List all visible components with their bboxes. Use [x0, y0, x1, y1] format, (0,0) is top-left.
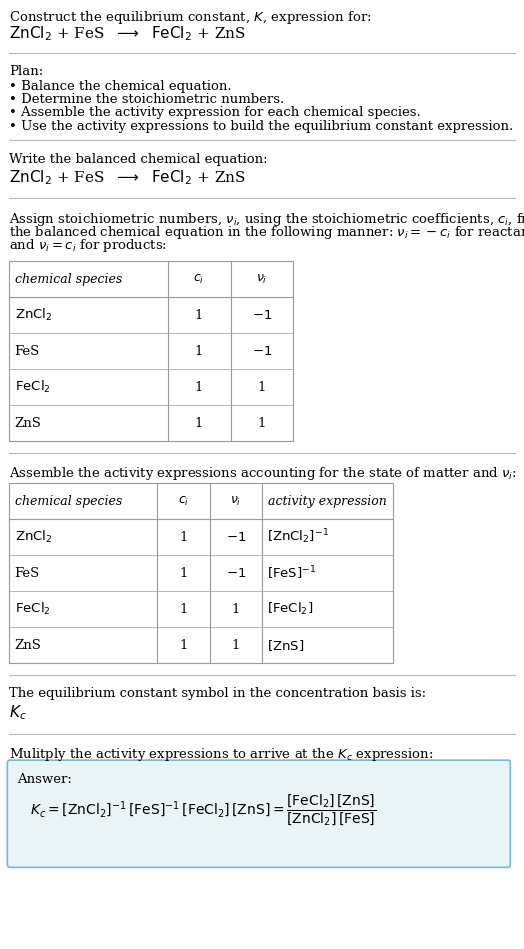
Bar: [9, 483, 393, 663]
Text: $-1$: $-1$: [226, 530, 246, 544]
Text: 1: 1: [258, 417, 266, 430]
Text: $\mathrm{ZnCl_2}$: $\mathrm{ZnCl_2}$: [15, 530, 52, 545]
Text: Construct the equilibrium constant, $K$, expression for:: Construct the equilibrium constant, $K$,…: [9, 9, 372, 27]
Text: $\mathrm{ZnCl_2}$ + FeS  $\longrightarrow$  $\mathrm{FeCl_2}$ + ZnS: $\mathrm{ZnCl_2}$ + FeS $\longrightarrow…: [9, 168, 246, 187]
Text: $-1$: $-1$: [226, 567, 246, 580]
Text: $-1$: $-1$: [252, 308, 272, 322]
Text: Write the balanced chemical equation:: Write the balanced chemical equation:: [9, 153, 268, 166]
Text: 1: 1: [195, 308, 203, 322]
Text: $-1$: $-1$: [252, 344, 272, 358]
Text: $\mathrm{ZnCl_2}$ + FeS  $\longrightarrow$  $\mathrm{FeCl_2}$ + ZnS: $\mathrm{ZnCl_2}$ + FeS $\longrightarrow…: [9, 25, 246, 44]
Text: • Determine the stoichiometric numbers.: • Determine the stoichiometric numbers.: [9, 93, 285, 106]
Text: ZnS: ZnS: [15, 639, 41, 652]
Text: 1: 1: [232, 639, 240, 652]
Text: 1: 1: [232, 603, 240, 616]
Text: $\mathrm{FeCl_2}$: $\mathrm{FeCl_2}$: [15, 380, 50, 395]
Bar: [9, 261, 293, 441]
Text: the balanced chemical equation in the following manner: $\nu_i = -c_i$ for react: the balanced chemical equation in the fo…: [9, 224, 524, 241]
FancyBboxPatch shape: [7, 760, 510, 867]
Text: and $\nu_i = c_i$ for products:: and $\nu_i = c_i$ for products:: [9, 237, 168, 254]
Text: chemical species: chemical species: [15, 272, 122, 286]
Text: The equilibrium constant symbol in the concentration basis is:: The equilibrium constant symbol in the c…: [9, 687, 427, 700]
Text: Assign stoichiometric numbers, $\nu_i$, using the stoichiometric coefficients, $: Assign stoichiometric numbers, $\nu_i$, …: [9, 211, 524, 228]
Text: chemical species: chemical species: [15, 494, 122, 508]
Text: $[\mathrm{FeS}]^{-1}$: $[\mathrm{FeS}]^{-1}$: [267, 565, 316, 582]
Text: $K_c$: $K_c$: [9, 703, 27, 722]
Text: $\mathrm{FeCl_2}$: $\mathrm{FeCl_2}$: [15, 602, 50, 617]
Text: Mulitply the activity expressions to arrive at the $K_c$ expression:: Mulitply the activity expressions to arr…: [9, 746, 434, 763]
Text: $c_i$: $c_i$: [178, 494, 189, 508]
Text: 1: 1: [195, 344, 203, 358]
Text: $\nu_i$: $\nu_i$: [256, 272, 268, 286]
Text: 1: 1: [179, 530, 188, 544]
Text: $\nu_i$: $\nu_i$: [230, 494, 242, 508]
Text: 1: 1: [179, 603, 188, 616]
Text: Assemble the activity expressions accounting for the state of matter and $\nu_i$: Assemble the activity expressions accoun…: [9, 465, 517, 482]
Text: • Use the activity expressions to build the equilibrium constant expression.: • Use the activity expressions to build …: [9, 120, 514, 133]
Text: $[\mathrm{ZnCl_2}]^{-1}$: $[\mathrm{ZnCl_2}]^{-1}$: [267, 528, 329, 547]
Text: activity expression: activity expression: [268, 494, 387, 508]
Text: 1: 1: [258, 381, 266, 394]
Text: • Assemble the activity expression for each chemical species.: • Assemble the activity expression for e…: [9, 106, 421, 120]
Text: ZnS: ZnS: [15, 417, 41, 430]
Text: $[\mathrm{ZnS}]$: $[\mathrm{ZnS}]$: [267, 638, 304, 653]
Text: $c_i$: $c_i$: [193, 272, 205, 286]
Text: • Balance the chemical equation.: • Balance the chemical equation.: [9, 80, 232, 93]
Text: $[\mathrm{FeCl_2}]$: $[\mathrm{FeCl_2}]$: [267, 602, 314, 617]
Text: Plan:: Plan:: [9, 65, 43, 79]
Text: FeS: FeS: [15, 567, 40, 580]
Text: 1: 1: [179, 639, 188, 652]
Text: Answer:: Answer:: [17, 773, 72, 787]
Text: 1: 1: [195, 381, 203, 394]
Text: $K_c = [\mathrm{ZnCl_2}]^{-1}\,[\mathrm{FeS}]^{-1}\,[\mathrm{FeCl_2}]\,[\mathrm{: $K_c = [\mathrm{ZnCl_2}]^{-1}\,[\mathrm{…: [30, 792, 377, 828]
Text: FeS: FeS: [15, 344, 40, 358]
Text: $\mathrm{ZnCl_2}$: $\mathrm{ZnCl_2}$: [15, 307, 52, 323]
Text: 1: 1: [195, 417, 203, 430]
Text: 1: 1: [179, 567, 188, 580]
